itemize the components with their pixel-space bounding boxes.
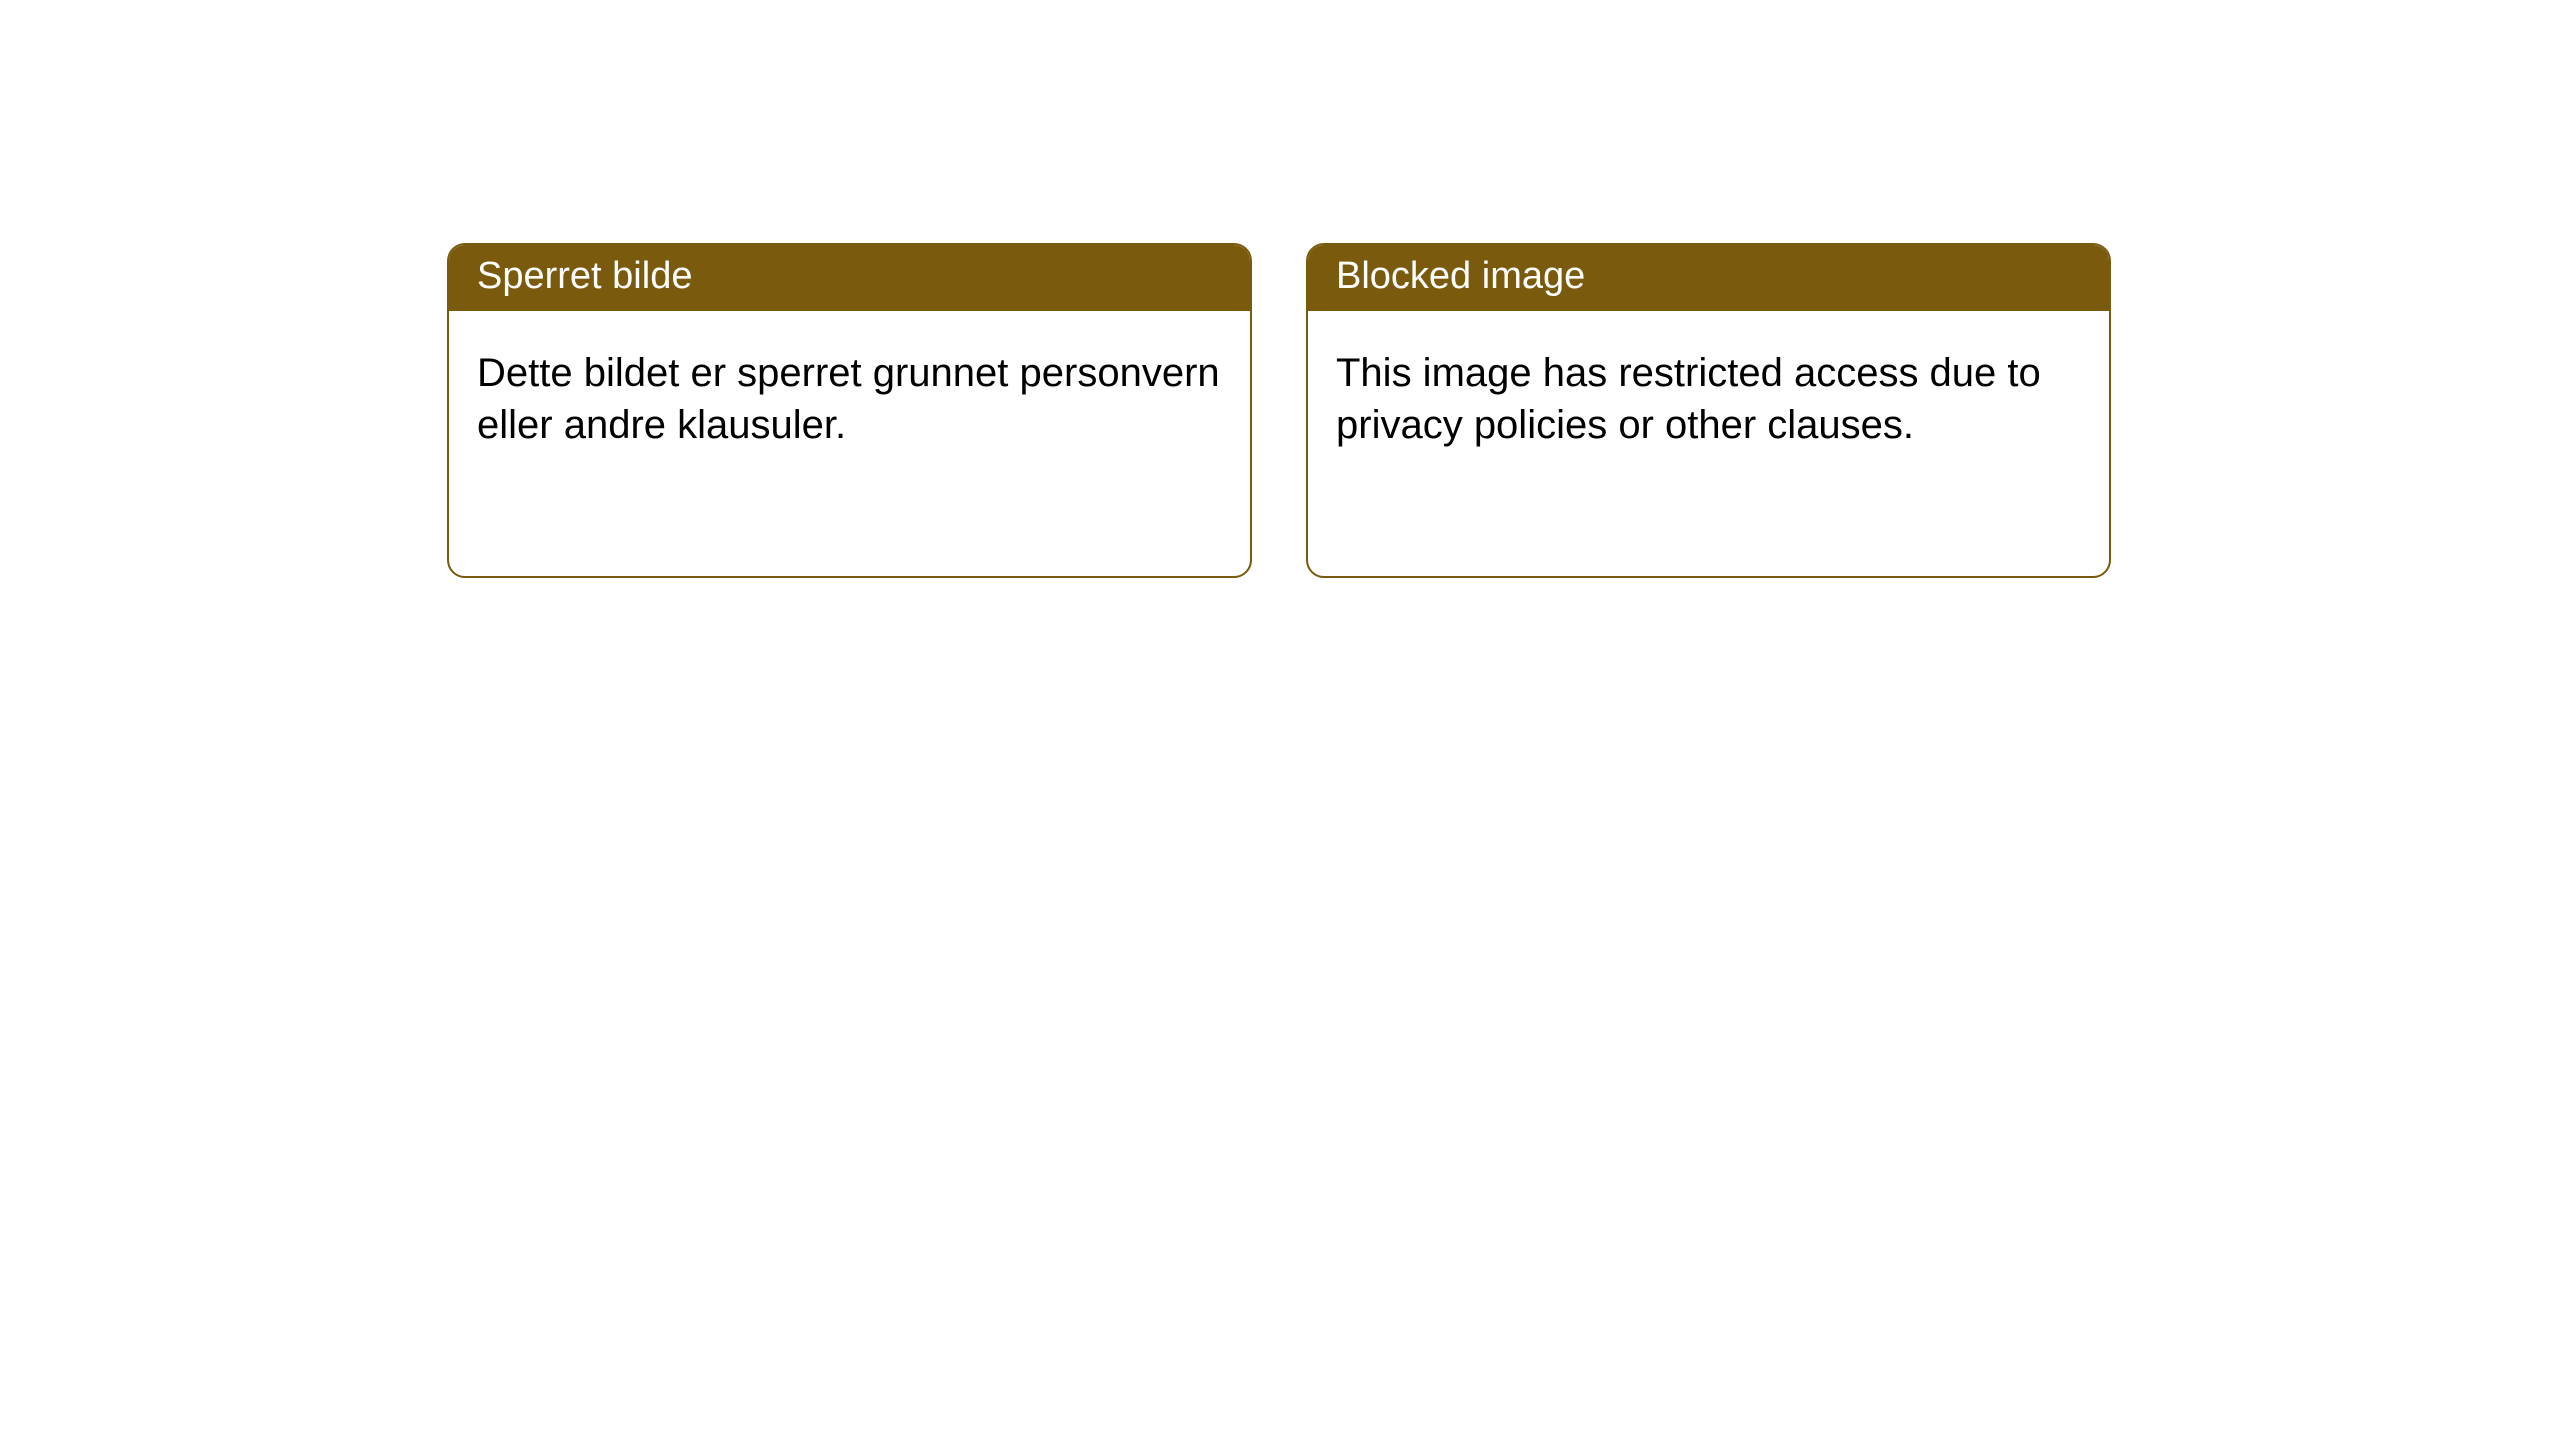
card-header: Blocked image <box>1308 245 2109 311</box>
card-header: Sperret bilde <box>449 245 1250 311</box>
blocked-image-card-no: Sperret bilde Dette bildet er sperret gr… <box>447 243 1252 578</box>
card-body: This image has restricted access due to … <box>1308 311 2109 487</box>
blocked-image-card-en: Blocked image This image has restricted … <box>1306 243 2111 578</box>
notice-container: Sperret bilde Dette bildet er sperret gr… <box>0 0 2560 578</box>
card-message: Dette bildet er sperret grunnet personve… <box>477 351 1220 447</box>
card-title: Blocked image <box>1336 255 1585 297</box>
card-body: Dette bildet er sperret grunnet personve… <box>449 311 1250 487</box>
card-title: Sperret bilde <box>477 255 692 297</box>
card-message: This image has restricted access due to … <box>1336 351 2041 447</box>
